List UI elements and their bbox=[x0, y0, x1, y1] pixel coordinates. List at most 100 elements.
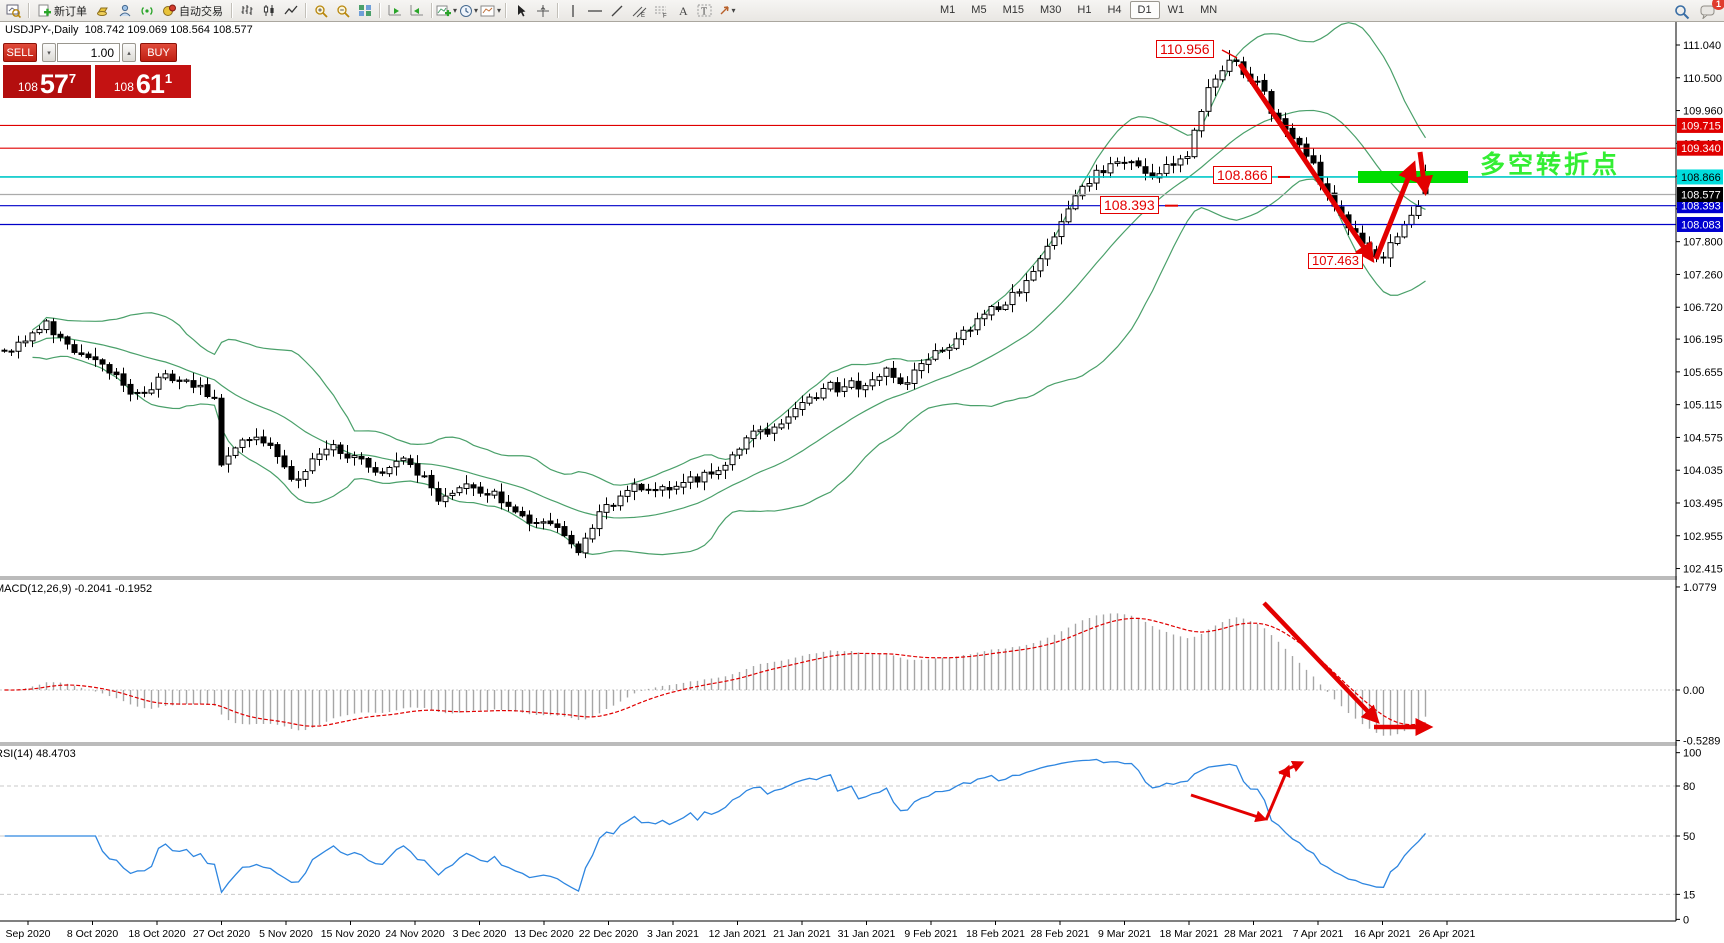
toolbar-separator bbox=[305, 3, 306, 18]
search-icon[interactable] bbox=[1671, 2, 1692, 21]
swing-low-annotation[interactable]: 107.463 bbox=[1308, 253, 1363, 269]
svg-text:105.655: 105.655 bbox=[1683, 367, 1723, 379]
timeframe-h4-button[interactable]: H4 bbox=[1107, 4, 1122, 16]
zoom-in-icon[interactable] bbox=[310, 1, 331, 20]
svg-text:104.575: 104.575 bbox=[1683, 432, 1723, 444]
svg-text:Sep 2020: Sep 2020 bbox=[6, 928, 51, 940]
vertical-line-icon[interactable] bbox=[562, 1, 583, 20]
timeframe-m1-button[interactable]: M1 bbox=[940, 4, 956, 16]
timeframe-h1-button[interactable]: H1 bbox=[1077, 4, 1092, 16]
svg-text:106.195: 106.195 bbox=[1683, 334, 1723, 346]
svg-text:T: T bbox=[701, 7, 707, 18]
candlestick-icon[interactable] bbox=[258, 1, 279, 20]
svg-text:109.340: 109.340 bbox=[1681, 143, 1721, 155]
notifications-icon[interactable]: 1 bbox=[1698, 0, 1724, 21]
ask-big-figure: 108 bbox=[113, 80, 134, 94]
svg-text:102.415: 102.415 bbox=[1683, 564, 1723, 576]
macd-indicator-label: MACD(12,26,9) -0.2041 -0.1952 bbox=[0, 583, 153, 595]
rsi-pane bbox=[4, 758, 1426, 894]
svg-text:107.260: 107.260 bbox=[1683, 269, 1723, 281]
pivot-zone-rectangle[interactable] bbox=[1358, 171, 1468, 183]
ohlc-values: 108.742 109.069 108.564 108.577 bbox=[84, 24, 253, 36]
turning-point-text[interactable]: 多空转折点 bbox=[1480, 151, 1621, 179]
periods-icon[interactable]: ▾ bbox=[458, 1, 479, 20]
arrows-icon[interactable]: ▾ bbox=[716, 1, 737, 20]
new-order-button[interactable]: 新订单 bbox=[33, 1, 91, 20]
svg-text:109.960: 109.960 bbox=[1683, 106, 1723, 118]
svg-text:108.866: 108.866 bbox=[1681, 172, 1721, 184]
buy-price-button[interactable]: 108 61 1 bbox=[95, 65, 191, 98]
ask-pips: 61 bbox=[135, 69, 165, 99]
svg-text:111.040: 111.040 bbox=[1683, 40, 1721, 52]
sell-price-button[interactable]: 108 57 7 bbox=[3, 65, 91, 98]
timeframe-m30-button[interactable]: M30 bbox=[1039, 4, 1062, 16]
trendline-icon[interactable] bbox=[606, 1, 627, 20]
fibonacci-icon[interactable]: F bbox=[650, 1, 671, 20]
svg-text:3 Jan 2021: 3 Jan 2021 bbox=[647, 928, 699, 940]
price-axis: 111.040110.500109.960109.420108.880108.3… bbox=[1675, 22, 1724, 943]
templates-icon[interactable]: ▾ bbox=[480, 1, 501, 20]
zoom-out-icon[interactable] bbox=[332, 1, 353, 20]
support-annotation[interactable]: 108.393 bbox=[1100, 196, 1159, 214]
svg-text:8 Oct 2020: 8 Oct 2020 bbox=[67, 928, 119, 940]
charts-icon[interactable] bbox=[3, 1, 24, 20]
macd-histogram bbox=[4, 613, 1427, 736]
cursor-icon[interactable] bbox=[510, 1, 531, 20]
svg-text:1.0779: 1.0779 bbox=[1683, 582, 1717, 594]
toolbar-separator bbox=[28, 3, 29, 18]
timeframe-m5-button[interactable]: M5 bbox=[971, 4, 987, 16]
svg-text:27 Oct 2020: 27 Oct 2020 bbox=[193, 928, 250, 940]
timeframe-w1-button[interactable]: W1 bbox=[1167, 4, 1185, 16]
candles bbox=[1, 50, 1429, 559]
volume-input[interactable]: 1.00 bbox=[57, 43, 120, 62]
symbol-period: USDJPY-,Daily bbox=[5, 24, 79, 36]
buy-button[interactable]: BUY bbox=[140, 43, 177, 62]
bar-chart-icon[interactable] bbox=[236, 1, 257, 20]
price-trend-arrows bbox=[1237, 62, 1434, 263]
toolbar-separator bbox=[431, 3, 432, 18]
rsi-indicator-label: RSI(14) 48.4703 bbox=[0, 748, 76, 760]
svg-text:28 Mar 2021: 28 Mar 2021 bbox=[1224, 928, 1283, 940]
timeframe-mn-button[interactable]: MN bbox=[1200, 4, 1218, 16]
volume-decrease-button[interactable]: ▾ bbox=[42, 43, 56, 62]
symbol-info: USDJPY-,Daily 108.742 109.069 108.564 108… bbox=[5, 24, 253, 36]
tile-windows-icon[interactable] bbox=[354, 1, 375, 20]
equidistant-channel-icon[interactable]: E bbox=[628, 1, 649, 20]
trade-controls-row: SELL ▾ 1.00 ▴ BUY bbox=[3, 43, 191, 63]
peak-price-annotation[interactable]: 110.956 bbox=[1156, 40, 1214, 58]
svg-text:106.720: 106.720 bbox=[1683, 302, 1723, 314]
text-icon[interactable]: A bbox=[672, 1, 693, 20]
svg-text:80: 80 bbox=[1683, 781, 1695, 793]
svg-text:-0.5289: -0.5289 bbox=[1683, 736, 1720, 748]
crosshair-icon[interactable] bbox=[532, 1, 553, 20]
svg-text:104.035: 104.035 bbox=[1683, 465, 1723, 477]
svg-text:15 Nov 2020: 15 Nov 2020 bbox=[321, 928, 381, 940]
indicators-icon[interactable]: ▾ bbox=[436, 1, 457, 20]
autoscroll-icon[interactable] bbox=[384, 1, 405, 20]
chart-canvas[interactable]: 111.040110.500109.960109.420108.880108.3… bbox=[0, 22, 1724, 943]
community-icon[interactable] bbox=[114, 1, 135, 20]
sell-button[interactable]: SELL bbox=[3, 43, 37, 62]
pivot-zone-annotation[interactable]: 108.866 bbox=[1213, 166, 1272, 184]
toolbar-separator bbox=[557, 3, 559, 18]
styler-icon[interactable] bbox=[92, 1, 113, 20]
chart-shift-icon[interactable] bbox=[406, 1, 427, 20]
autotrading-button[interactable]: 自动交易 bbox=[158, 1, 227, 20]
one-click-trading-panel: SELL ▾ 1.00 ▴ BUY 108 57 7 108 61 1 bbox=[3, 43, 191, 99]
volume-increase-button[interactable]: ▴ bbox=[122, 43, 136, 62]
signals-icon[interactable] bbox=[136, 1, 157, 20]
bid-big-figure: 108 bbox=[17, 80, 38, 94]
svg-text:50: 50 bbox=[1683, 831, 1695, 843]
svg-text:31 Jan 2021: 31 Jan 2021 bbox=[838, 928, 896, 940]
line-chart-icon[interactable] bbox=[280, 1, 301, 20]
svg-text:103.495: 103.495 bbox=[1683, 498, 1723, 510]
svg-text:0: 0 bbox=[1683, 914, 1689, 926]
timeframe-m15-button[interactable]: M15 bbox=[1002, 4, 1024, 16]
toolbar-right: 1 bbox=[1671, 0, 1724, 21]
svg-text:F: F bbox=[663, 13, 667, 18]
svg-text:108.083: 108.083 bbox=[1681, 219, 1721, 231]
timeframe-d1-button[interactable]: D1 bbox=[1129, 1, 1160, 19]
svg-text:5 Nov 2020: 5 Nov 2020 bbox=[259, 928, 313, 940]
horizontal-line-icon[interactable] bbox=[584, 1, 605, 20]
text-label-icon[interactable]: T bbox=[694, 1, 715, 20]
